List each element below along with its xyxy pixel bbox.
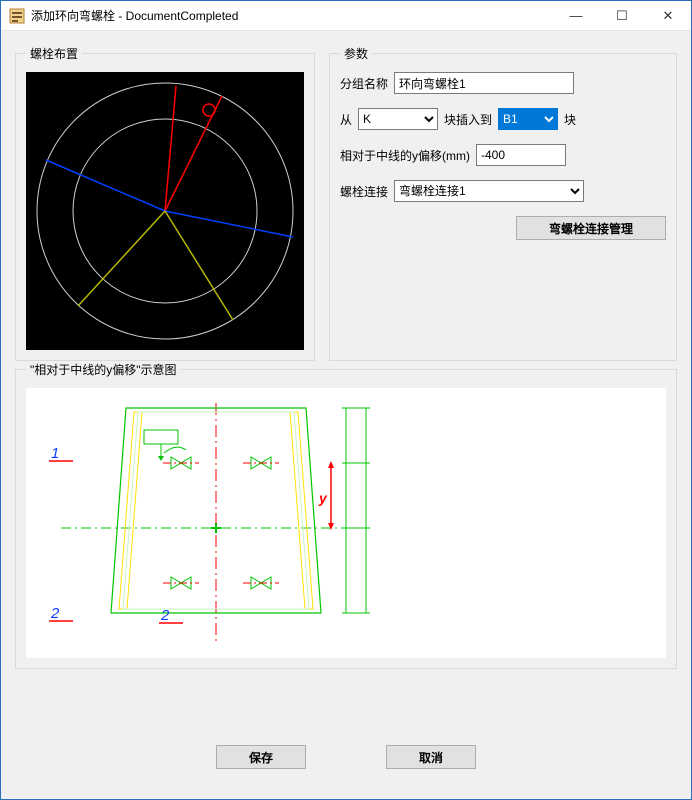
bolt-layout-group: 螺栓布置 xyxy=(15,45,315,361)
y-offset-row: 相对于中线的y偏移(mm) xyxy=(340,144,666,166)
svg-text:2: 2 xyxy=(50,605,60,622)
manage-connections-button[interactable]: 弯螺栓连接管理 xyxy=(516,216,666,240)
diagram-legend: "相对于中线的y偏移"示意图 xyxy=(26,361,181,378)
titlebar: 添加环向弯螺栓 - DocumentCompleted — ☐ ✕ xyxy=(1,1,691,31)
block-suffix-label: 块 xyxy=(564,111,576,128)
window-buttons: — ☐ ✕ xyxy=(553,1,691,30)
insert-to-label: 块插入到 xyxy=(444,111,492,128)
group-name-row: 分组名称 xyxy=(340,72,666,94)
bolt-conn-label: 螺栓连接 xyxy=(340,183,388,200)
diagram-svg: y 1 2 2 xyxy=(26,388,666,658)
manage-row: 弯螺栓连接管理 xyxy=(340,216,666,240)
params-legend: 参数 xyxy=(340,45,372,62)
y-offset-input[interactable] xyxy=(476,144,566,166)
svg-text:1: 1 xyxy=(51,445,59,462)
footer-buttons: 保存 取消 xyxy=(1,745,691,769)
client-area: 螺栓布置 参数 分组名称 从 K 块插入到 xyxy=(1,31,691,799)
close-button[interactable]: ✕ xyxy=(645,1,691,30)
params-group: 参数 分组名称 从 K 块插入到 B1 块 相 xyxy=(329,45,677,361)
y-offset-label: 相对于中线的y偏移(mm) xyxy=(340,147,470,164)
group-name-input[interactable] xyxy=(394,72,574,94)
bolt-conn-select[interactable]: 弯螺栓连接1 xyxy=(394,180,584,202)
cancel-button[interactable]: 取消 xyxy=(386,745,476,769)
window-title: 添加环向弯螺栓 - DocumentCompleted xyxy=(31,7,553,24)
minimize-button[interactable]: — xyxy=(553,1,599,30)
group-name-label: 分组名称 xyxy=(340,75,388,92)
from-row: 从 K 块插入到 B1 块 xyxy=(340,108,666,130)
diagram-canvas: y 1 2 2 xyxy=(26,388,666,658)
diagram-group: "相对于中线的y偏移"示意图 y 1 2 2 xyxy=(15,361,677,669)
save-button[interactable]: 保存 xyxy=(216,745,306,769)
from-label: 从 xyxy=(340,111,352,128)
bolt-layout-legend: 螺栓布置 xyxy=(26,45,82,62)
bolt-layout-canvas xyxy=(26,72,304,350)
window-root: 添加环向弯螺栓 - DocumentCompleted — ☐ ✕ 螺栓布置 参… xyxy=(0,0,692,800)
svg-text:y: y xyxy=(318,490,328,506)
app-icon xyxy=(9,8,25,24)
maximize-button[interactable]: ☐ xyxy=(599,1,645,30)
svg-text:2: 2 xyxy=(160,607,170,624)
insert-to-select[interactable]: B1 xyxy=(498,108,558,130)
bolt-layout-svg xyxy=(26,72,304,350)
from-select[interactable]: K xyxy=(358,108,438,130)
bolt-conn-row: 螺栓连接 弯螺栓连接1 xyxy=(340,180,666,202)
top-row: 螺栓布置 参数 分组名称 从 K 块插入到 xyxy=(15,45,677,361)
